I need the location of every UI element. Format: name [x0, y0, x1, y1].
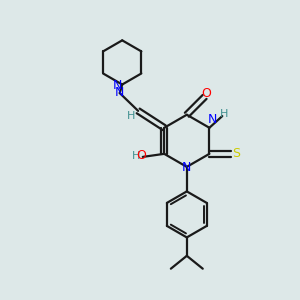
- Text: N: N: [113, 79, 123, 92]
- Text: N: N: [182, 161, 191, 174]
- Text: H: H: [132, 151, 140, 161]
- Text: O: O: [136, 149, 146, 163]
- Text: O: O: [201, 87, 211, 101]
- Text: H: H: [220, 109, 228, 119]
- Text: S: S: [232, 147, 240, 160]
- Text: H: H: [127, 111, 136, 121]
- Text: N: N: [208, 113, 217, 126]
- Text: N: N: [115, 86, 124, 99]
